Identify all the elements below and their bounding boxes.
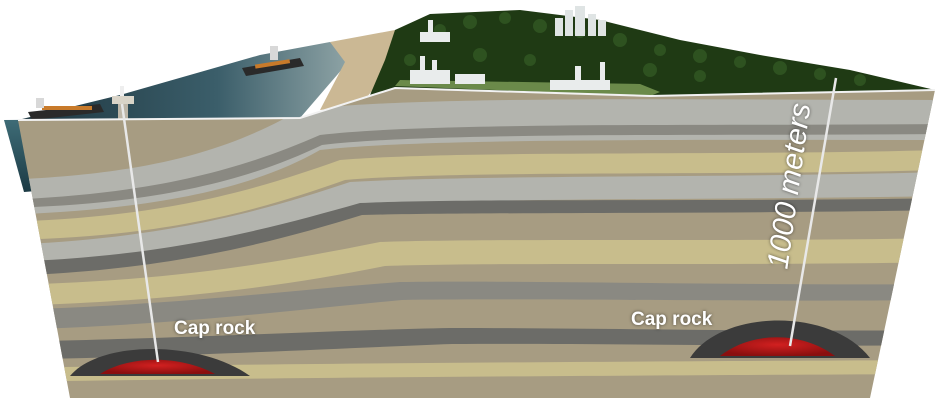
gas-reservoir-right [720, 337, 835, 356]
industrial-plant-icon [420, 20, 450, 42]
block-outline [17, 86, 936, 121]
rock-strata [18, 88, 935, 398]
cap-rock-label-left: Cap rock [174, 318, 256, 339]
gas-reservoir-left [100, 359, 215, 374]
sea-surface [18, 42, 350, 120]
beach [320, 30, 395, 110]
industrial-plant-icon [410, 56, 485, 84]
well-pipe-right [788, 77, 838, 347]
forest [370, 10, 935, 96]
tanker-ship-icon [28, 98, 104, 120]
city-skyline-icon [555, 6, 606, 36]
well-pipe-left [120, 103, 160, 363]
industrial-plant-icon [550, 62, 610, 90]
cap-rock-label-right: Cap rock [631, 309, 713, 330]
tanker-ship-icon [242, 46, 304, 76]
